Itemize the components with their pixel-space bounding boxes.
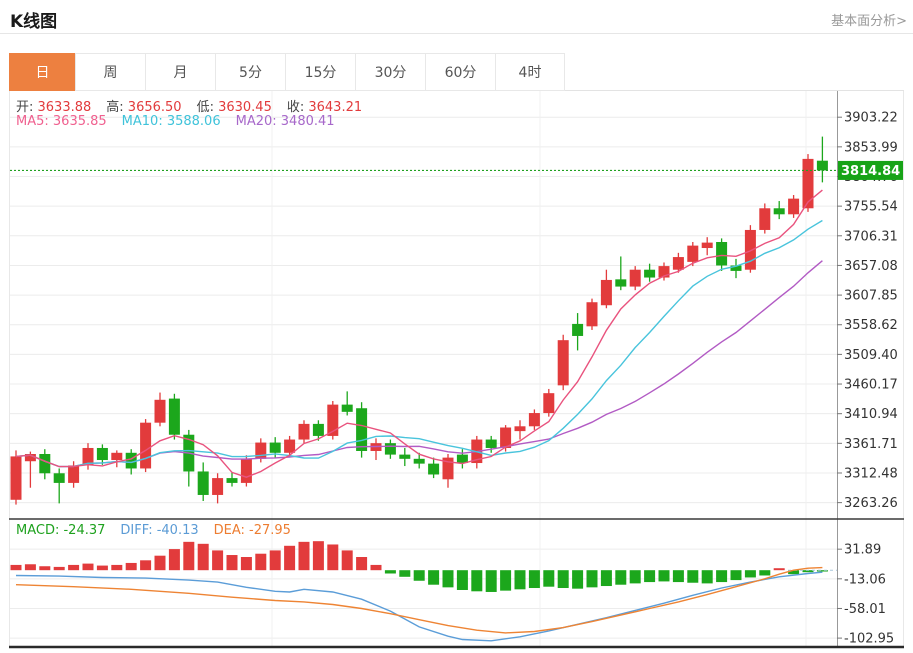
tab-4hour[interactable]: 4时 <box>495 53 565 91</box>
ohlc-item-3: 收: 3643.21 <box>287 100 362 115</box>
svg-text:3853.99: 3853.99 <box>844 140 898 155</box>
candles-series <box>10 136 828 505</box>
header-divider <box>0 33 913 34</box>
svg-text:3607.85: 3607.85 <box>844 289 898 304</box>
svg-text:3263.26: 3263.26 <box>844 496 898 511</box>
ohlc-value: 3643.21 <box>308 100 363 115</box>
tab-60min[interactable]: 60分 <box>425 53 495 91</box>
ma-item-1: MA10: 3588.06 <box>122 114 221 129</box>
svg-text:-13.06: -13.06 <box>844 572 886 587</box>
fundamental-analysis-link[interactable]: 基本面分析> <box>831 14 907 29</box>
macd-label: MACD: <box>16 523 64 538</box>
ohlc-item-0: 开: 3633.88 <box>16 100 91 115</box>
ma-label: MA20: <box>235 114 281 129</box>
ohlc-value: 3630.45 <box>218 100 272 115</box>
ohlc-value: 3656.50 <box>127 100 182 115</box>
macd-item-2: DEA: -27.95 <box>214 523 291 538</box>
period-tabs: 日周月 5分 15分 30分 60分 4时 <box>9 53 904 91</box>
ma-legend: MA5: 3635.85 MA10: 3588.06 MA20: 3480.41 <box>16 114 350 129</box>
svg-text:3814.84: 3814.84 <box>841 164 900 179</box>
tab-5min[interactable]: 5分 <box>215 53 285 91</box>
svg-text:3657.08: 3657.08 <box>844 259 898 274</box>
ohlc-label: 收: <box>286 100 309 115</box>
macd-item-1: DIFF: -40.13 <box>120 523 198 538</box>
ma-item-0: MA5: 3635.85 <box>16 114 107 129</box>
current-price-tag: 3814.84 <box>838 160 903 180</box>
svg-text:3410.94: 3410.94 <box>844 407 898 422</box>
ohlc-label: 高: <box>106 100 128 115</box>
ma-value: 3588.06 <box>166 114 221 129</box>
macd-label: DIFF: <box>120 523 157 538</box>
macd-legend: MACD: -24.37 DIFF: -40.13 DEA: -27.95 <box>16 523 306 538</box>
svg-text:3706.31: 3706.31 <box>844 229 898 244</box>
macd-value: -40.13 <box>156 523 199 538</box>
ma-value: 3480.41 <box>280 114 335 129</box>
tab-month[interactable]: 月 <box>145 53 215 91</box>
svg-text:-102.95: -102.95 <box>844 632 894 647</box>
ohlc-item-1: 高: 3656.50 <box>106 100 181 115</box>
ma5-line <box>15 189 823 478</box>
svg-text:3558.62: 3558.62 <box>844 318 898 333</box>
ohlc-label: 开: <box>16 100 38 115</box>
ohlc-legend: 开: 3633.88 高: 3656.50 低: 3630.45 收: 3643.21 <box>16 96 377 115</box>
page-title: K线图 <box>10 12 58 32</box>
macd-item-0: MACD: -24.37 <box>16 523 105 538</box>
svg-text:-58.01: -58.01 <box>844 602 886 617</box>
diff-line <box>15 571 823 642</box>
svg-text:3755.54: 3755.54 <box>844 200 898 215</box>
svg-text:3903.22: 3903.22 <box>844 111 898 126</box>
macd-value: -24.37 <box>63 523 106 538</box>
macd-histogram <box>10 541 828 592</box>
ohlc-item-2: 低: 3630.45 <box>197 100 272 115</box>
kline-chart-canvas[interactable]: 3903.223853.993804.763755.543706.313657.… <box>0 91 913 653</box>
ohlc-value: 3633.88 <box>37 100 92 115</box>
svg-text:31.89: 31.89 <box>844 543 881 558</box>
tab-30min[interactable]: 30分 <box>355 53 425 91</box>
ohlc-label: 低: <box>196 100 219 115</box>
macd-value: -27.95 <box>249 523 291 538</box>
tab-week[interactable]: 周 <box>75 53 145 91</box>
ma20-line <box>15 260 823 468</box>
ma-label: MA10: <box>121 114 167 129</box>
macd-axis-labels: 31.89 -13.06 -58.01 -102.95 <box>837 543 894 647</box>
dea-line <box>15 566 823 634</box>
ma10-line <box>15 219 823 468</box>
svg-text:3509.40: 3509.40 <box>844 348 898 363</box>
ma-item-2: MA20: 3480.41 <box>236 114 335 129</box>
svg-text:3361.71: 3361.71 <box>844 437 898 452</box>
svg-text:3460.17: 3460.17 <box>844 378 898 393</box>
svg-text:3312.48: 3312.48 <box>844 466 898 481</box>
ma-value: 3635.85 <box>52 114 107 129</box>
macd-label: DEA: <box>213 523 250 538</box>
tab-15min[interactable]: 15分 <box>285 53 355 91</box>
tab-day[interactable]: 日 <box>9 53 75 91</box>
ma-label: MA5: <box>16 114 53 129</box>
